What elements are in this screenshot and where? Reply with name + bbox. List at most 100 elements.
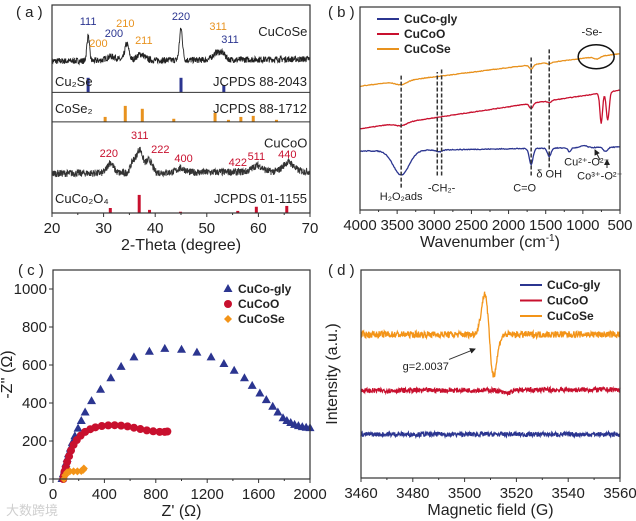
x-tick-label: 20 — [44, 220, 61, 237]
data-point — [91, 423, 100, 432]
data-point — [97, 421, 106, 430]
peak-annotation: 311 — [131, 130, 149, 142]
data-point — [229, 365, 239, 374]
series-line-cucoo — [51, 146, 311, 178]
peak-annotation: Co³⁺-O²⁻ — [577, 171, 622, 183]
data-point — [76, 416, 86, 425]
reference-stick — [254, 206, 258, 213]
legend-label: CuCoSe — [238, 312, 285, 326]
legend-marker — [224, 300, 232, 308]
x-tick-label: 2500 — [455, 217, 488, 234]
data-point — [79, 464, 88, 473]
legend-label: CuCo-gly — [238, 282, 292, 296]
reference-phase-label: Cu₂Se — [55, 74, 93, 89]
peak-annotation: 511 — [248, 151, 266, 163]
plot-frame — [52, 269, 311, 480]
data-point — [206, 352, 216, 361]
data-point — [261, 395, 271, 404]
legend-label: CuCo-gly — [404, 12, 458, 26]
legend-label: CuCoO — [547, 294, 588, 308]
peak-annotation: 220 — [172, 11, 190, 23]
series-line-cucoo — [359, 89, 621, 130]
data-point — [255, 388, 265, 397]
x-tick-label: 30 — [95, 220, 112, 237]
reference-stick — [236, 210, 240, 213]
x-axis-label-sup: -1 — [546, 233, 555, 244]
x-tick-label: 500 — [607, 217, 632, 234]
legend-marker — [224, 315, 232, 323]
x-tick-label: 3560 — [603, 485, 636, 502]
data-point — [247, 380, 257, 389]
reference-stick — [222, 85, 226, 93]
x-tick-label: 60 — [250, 220, 267, 237]
x-axis-label: Wavenumber (cm-1) — [420, 233, 560, 251]
data-point — [219, 359, 229, 368]
watermark: 大数跨境 — [6, 503, 58, 518]
reference-phase-label: CuCo₂O₄ — [55, 191, 109, 206]
y-tick-label: 0 — [39, 471, 47, 488]
reference-phase-label: CoSe₂ — [55, 101, 93, 116]
data-point — [110, 421, 119, 430]
legend-label: CuCoO — [238, 297, 279, 311]
data-point — [129, 352, 139, 361]
peak-annotation: 220 — [100, 148, 118, 160]
reference-stick — [285, 205, 289, 213]
x-axis-label-end: ) — [555, 234, 560, 251]
reference-stick — [103, 116, 107, 122]
reference-stick — [137, 194, 141, 213]
peak-annotation: 311 — [221, 34, 239, 46]
peak-annotation: -Se- — [581, 26, 602, 38]
se-region-circle — [577, 43, 615, 70]
x-tick-label: 400 — [92, 486, 117, 503]
data-point — [177, 344, 186, 353]
peak-annotation: -CH₂- — [428, 183, 456, 195]
data-point — [129, 423, 138, 432]
x-tick-label: 50 — [198, 220, 215, 237]
data-point — [273, 407, 283, 416]
peak-annotation: 111 — [80, 16, 97, 28]
data-point — [106, 373, 116, 382]
x-axis-label: Magnetic field (G) — [427, 502, 553, 519]
data-point — [73, 423, 83, 432]
reference-stick — [140, 108, 144, 122]
x-tick-label: 1000 — [566, 217, 599, 234]
panel-label: ( c ) — [18, 262, 44, 279]
x-tick-label: 0 — [49, 486, 57, 503]
legend-label: CuCo-gly — [547, 278, 601, 292]
peak-annotation: 440 — [278, 149, 296, 161]
x-tick-label: 4000 — [343, 217, 376, 234]
x-tick-label: 3480 — [396, 485, 429, 502]
y-tick-label: 800 — [22, 319, 47, 336]
annotation-arrow — [448, 348, 476, 360]
reference-stick — [148, 209, 152, 213]
x-tick-label: 3500 — [380, 217, 413, 234]
peak-annotation: 222 — [151, 144, 169, 156]
peak-annotation: 211 — [135, 35, 153, 47]
panel-b-ftir: ( b ) 4000 3500 3000 2500 2000 1500 1000 500 Wave… — [328, 4, 633, 251]
x-axis-label: Z' (Ω) — [162, 503, 202, 520]
data-point — [87, 396, 97, 405]
sample-label: CuCoO — [264, 135, 307, 150]
panel-label: ( b ) — [328, 4, 355, 21]
x-tick-label: 1200 — [191, 486, 224, 503]
panel-a-xrd: ( a ) 20 30 40 50 60 70 2-Theta (degree) Cu₂Se JC… — [16, 4, 318, 254]
sample-label: CuCoSe — [258, 24, 307, 39]
legend-label: CuCoO — [404, 27, 445, 41]
x-tick-label: 1600 — [242, 486, 275, 503]
series-line-cucoo — [360, 385, 621, 397]
data-point — [239, 373, 249, 382]
reference-stick — [108, 208, 112, 213]
data-point — [104, 421, 113, 430]
data-point — [160, 343, 170, 352]
peak-annotation: H₂O₂ads — [380, 191, 423, 203]
panel-label: ( a ) — [16, 4, 43, 21]
data-point — [142, 426, 151, 435]
series-line-cucose — [360, 53, 621, 88]
x-tick-label: 2000 — [293, 486, 326, 503]
data-point — [96, 384, 106, 393]
legend-label: CuCoSe — [404, 42, 451, 56]
x-tick-label: 3000 — [418, 217, 451, 234]
y-axis-label: Intensity (a.u.) — [324, 323, 341, 424]
x-tick-label: 3460 — [344, 485, 377, 502]
